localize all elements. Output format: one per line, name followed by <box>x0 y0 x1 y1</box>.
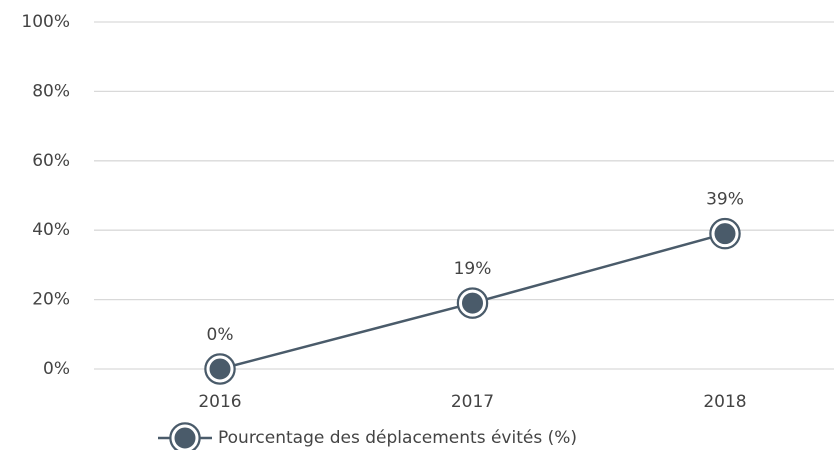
x-tick-label: 2017 <box>451 392 494 412</box>
data-label: 0% <box>207 325 234 345</box>
point-ring <box>456 287 489 319</box>
legend-marker-ring <box>169 422 201 450</box>
x-tick-label: 2018 <box>703 392 746 412</box>
y-tick-label: 40% <box>32 220 70 240</box>
point <box>206 355 234 383</box>
y-tick-label: 80% <box>32 81 70 101</box>
point-ring <box>204 353 236 385</box>
legend-marker <box>171 424 199 450</box>
y-tick-label: 0% <box>43 359 70 379</box>
y-tick-label: 20% <box>32 290 70 310</box>
y-tick-label: 60% <box>32 151 70 171</box>
y-tick-label: 100% <box>21 12 70 32</box>
data-label: 19% <box>454 259 492 279</box>
legend-label: Pourcentage des déplacements évités (%) <box>218 428 577 448</box>
x-tick-label: 2016 <box>198 392 241 412</box>
data-label: 39% <box>706 190 744 210</box>
point <box>711 220 739 248</box>
point-ring <box>709 217 741 250</box>
point <box>459 289 486 317</box>
